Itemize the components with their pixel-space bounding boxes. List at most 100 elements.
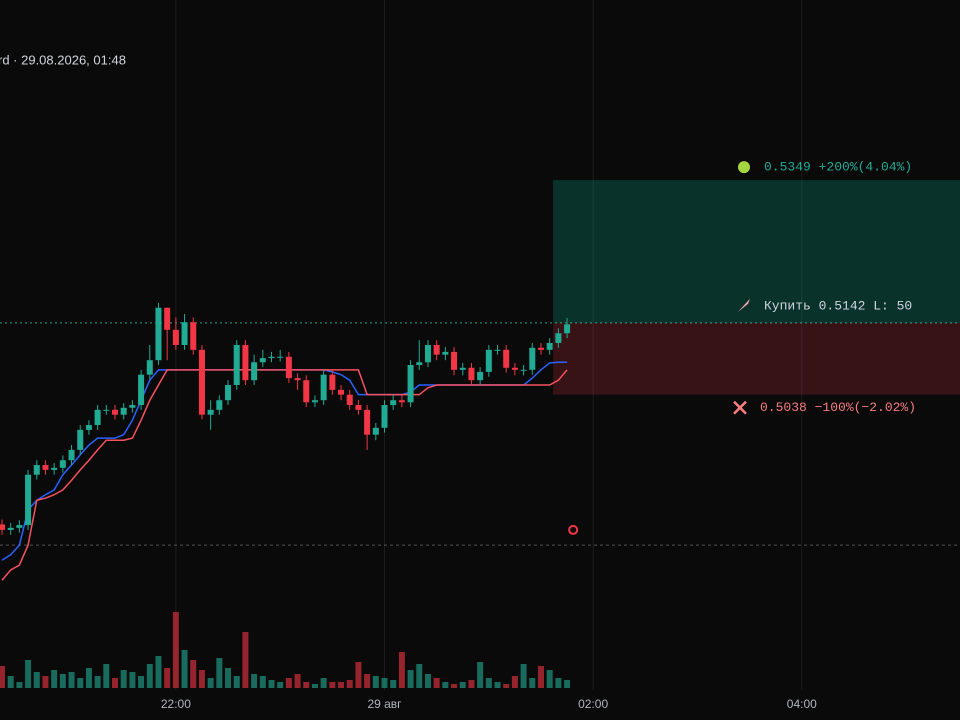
candle-body [355, 405, 362, 410]
candle-body [459, 367, 466, 370]
candle-body [285, 356, 292, 379]
volume-bar [33, 672, 40, 688]
candle-body [564, 324, 571, 334]
candle-body [390, 400, 397, 406]
candle-body [112, 409, 119, 415]
candle-body [381, 405, 388, 428]
volume-bar [0, 666, 5, 688]
candle-body [537, 347, 544, 350]
volume-bar [390, 680, 397, 688]
candle-body [259, 358, 266, 363]
volume-bar [468, 680, 475, 688]
volume-bar [520, 664, 527, 688]
candle-body [546, 342, 553, 350]
candle-body [277, 356, 284, 358]
candle-body [59, 460, 66, 468]
candle-body [242, 345, 249, 381]
candle-body [311, 400, 318, 403]
candle-body [424, 345, 431, 363]
candle-body [407, 365, 414, 403]
volume-bar [364, 674, 371, 688]
volume-bar [120, 670, 127, 688]
candle-body [485, 349, 492, 372]
candle-body [68, 449, 75, 461]
candle-body [372, 427, 379, 435]
candle-body [433, 345, 440, 355]
candle-body [216, 400, 223, 410]
volume-bar [381, 678, 388, 688]
volume-bar [398, 652, 405, 688]
candle-body [172, 329, 179, 345]
stop-loss-label: 0.5038 −100%(−2.02%) [760, 400, 916, 415]
candle-body [94, 409, 101, 426]
volume-bar [503, 684, 510, 688]
volume-bar [564, 680, 571, 688]
cross-icon [733, 400, 747, 415]
candle-body [198, 349, 205, 415]
volume-bar [555, 678, 562, 688]
volume-bar [329, 682, 336, 688]
candle-body [303, 380, 310, 403]
candle-body [494, 349, 501, 351]
volume-bar [416, 664, 423, 688]
candle-body [129, 405, 136, 408]
volume-bar [225, 668, 232, 688]
volume-bar [242, 632, 249, 688]
candle-body [0, 524, 5, 530]
candle-body [42, 465, 49, 470]
candle-body [25, 474, 32, 526]
stop-loss-zone [553, 322, 960, 395]
candle-body [207, 409, 214, 415]
volume-bar [216, 658, 223, 688]
candle-body [103, 409, 110, 411]
chart-title: rd · 29.08.2026, 01:48 [0, 52, 126, 67]
candle-body [225, 385, 232, 401]
volume-bar [494, 682, 501, 688]
volume-bar [233, 676, 240, 688]
candle-body [33, 465, 40, 475]
volume-bar [320, 678, 327, 688]
candle-body [155, 307, 162, 361]
candle-body [338, 389, 345, 395]
volume-bar [42, 676, 49, 688]
candle-body [77, 429, 84, 450]
volume-bar [294, 674, 301, 688]
candle-body [398, 400, 405, 403]
volume-bar [355, 662, 362, 688]
candle-body [120, 407, 127, 415]
candle-body [190, 322, 197, 350]
candle-body [138, 374, 145, 406]
volume-bar [537, 666, 544, 688]
candle-body [503, 349, 510, 368]
candle-body [520, 369, 527, 371]
volume-bar [485, 678, 492, 688]
candle-body [477, 371, 484, 381]
candle-body [16, 525, 23, 528]
volume-bar [268, 680, 275, 688]
volume-bar [529, 678, 536, 688]
volume-bar [198, 670, 205, 688]
indicator-line [1, 369, 568, 581]
candle-body [468, 367, 475, 381]
volume-bar [511, 676, 518, 688]
volume-bar [103, 664, 110, 688]
candle-body [555, 333, 562, 343]
x-tick-label: 22:00 [161, 697, 191, 711]
take-profit-label: 0.5349 +200%(4.04%) [764, 160, 912, 175]
volume-bar [546, 670, 553, 688]
volume-bar [311, 684, 318, 688]
candle-body [346, 394, 353, 406]
volume-bar [372, 676, 379, 688]
candle-body [164, 307, 171, 330]
volume-bar [59, 674, 66, 688]
volume-bar [138, 676, 145, 688]
volume-bar [77, 678, 84, 688]
volume-bar [164, 668, 171, 688]
volume-bar [338, 682, 345, 688]
volume-bar [94, 676, 101, 688]
candle-body [442, 351, 449, 355]
volume-bar [251, 674, 258, 688]
x-tick-label: 04:00 [787, 697, 817, 711]
volume-bar [16, 682, 23, 688]
